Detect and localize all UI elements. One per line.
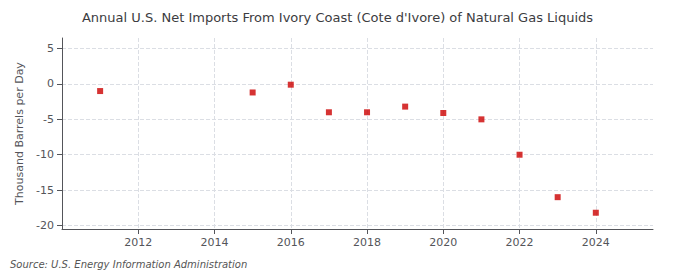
svg-text:2020: 2020 [429, 236, 457, 249]
svg-text:-10: -10 [36, 148, 54, 161]
svg-text:0: 0 [47, 77, 54, 90]
svg-text:2018: 2018 [353, 236, 381, 249]
svg-text:-5: -5 [43, 113, 54, 126]
svg-text:2024: 2024 [582, 236, 610, 249]
svg-text:Thousand Barrels per Day: Thousand Barrels per Day [13, 62, 26, 206]
svg-text:-20: -20 [36, 219, 54, 232]
svg-text:Source: U.S. Energy Informatio: Source: U.S. Energy Information Administ… [10, 259, 247, 270]
svg-text:2012: 2012 [124, 236, 152, 249]
svg-text:2022: 2022 [506, 236, 534, 249]
svg-text:2014: 2014 [201, 236, 229, 249]
svg-text:5: 5 [47, 42, 54, 55]
svg-text:2016: 2016 [277, 236, 305, 249]
svg-text:-15: -15 [36, 184, 54, 197]
svg-text:Annual U.S. Net Imports From I: Annual U.S. Net Imports From Ivory Coast… [82, 10, 593, 25]
